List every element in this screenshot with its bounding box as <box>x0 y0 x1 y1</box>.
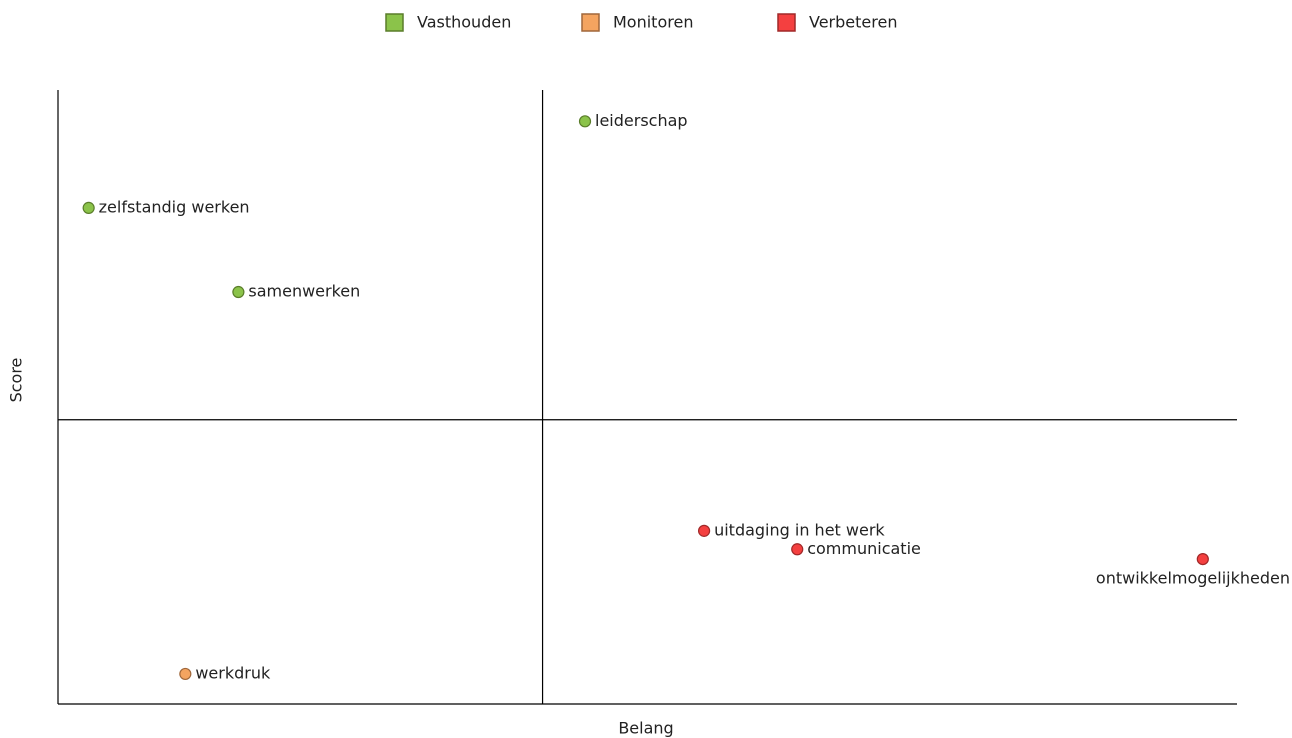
legend-swatch <box>581 13 600 32</box>
x-axis-label: Belang <box>618 719 673 738</box>
point-label: uitdaging in het werk <box>714 520 885 539</box>
legend-label: Monitoren <box>613 13 693 32</box>
point-label: leiderschap <box>595 111 688 130</box>
point <box>791 543 804 556</box>
legend-label: Vasthouden <box>417 13 511 32</box>
point <box>578 115 592 128</box>
point <box>232 285 245 299</box>
y-axis-label: Score <box>7 358 26 403</box>
point-label: ontwikkelmogelijkheden <box>1096 569 1290 588</box>
point <box>697 524 711 537</box>
legend-label: Verbeteren <box>809 13 897 32</box>
point <box>1196 552 1209 566</box>
point-label: zelfstandig werken <box>99 197 250 216</box>
point-label: werkdruk <box>195 663 271 682</box>
point <box>82 201 95 214</box>
point <box>179 667 192 681</box>
point-label: samenwerken <box>248 282 360 301</box>
legend-swatch <box>777 13 796 32</box>
legend-swatch <box>385 13 404 32</box>
point-label: communicatie <box>807 539 921 558</box>
